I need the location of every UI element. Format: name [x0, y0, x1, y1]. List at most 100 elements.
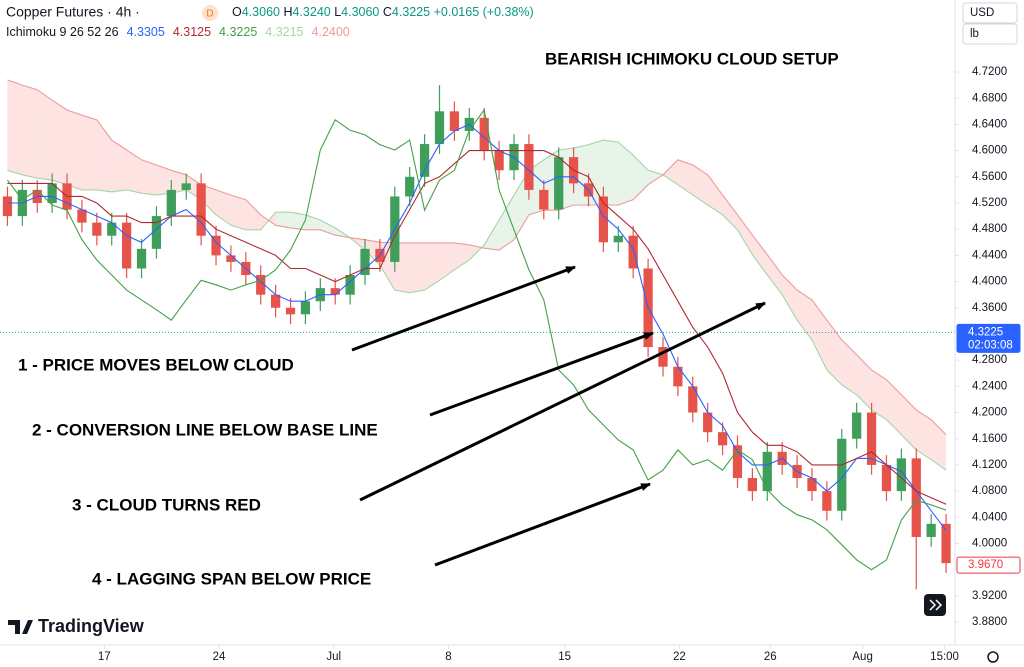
candle-body	[107, 222, 117, 236]
cloud-segment	[662, 159, 678, 185]
candle-body	[2, 196, 13, 217]
cloud-segment	[603, 140, 619, 205]
x-tick-label: 15	[558, 651, 571, 663]
y-tick-label: 4.7200	[972, 66, 1007, 78]
cloud-segment	[275, 212, 291, 228]
cloud-segment	[931, 419, 947, 471]
candle-body	[941, 523, 951, 564]
candle-body	[494, 150, 504, 171]
candle-body	[92, 222, 102, 236]
cloud-segment	[841, 339, 857, 395]
y-tick-label: 4.0800	[972, 485, 1007, 497]
candle-body	[688, 386, 698, 413]
cloud-segment	[111, 140, 127, 192]
cloud-segment	[871, 369, 887, 420]
currency[interactable]: USD	[970, 7, 994, 19]
cloud-segment	[409, 242, 425, 293]
cloud-segment	[811, 299, 827, 370]
candle-body	[881, 464, 892, 492]
span_b-line	[7, 79, 947, 436]
cloud-segment	[916, 409, 932, 460]
header: Copper Futures · 4h · D O4.3060 H4.3240 …	[6, 4, 534, 40]
cloud-segment	[126, 149, 142, 194]
cloud-segment	[618, 142, 634, 205]
y-tick-label: 4.6000	[972, 145, 1007, 157]
annotation: 3 - CLOUD TURNS RED	[72, 495, 261, 514]
candle-body	[360, 248, 370, 276]
y-tick-label: 4.2000	[972, 407, 1007, 419]
currency-button[interactable]	[962, 2, 1018, 24]
candle-body	[926, 523, 936, 537]
cloud-segment	[484, 220, 500, 251]
x-tick-label: 17	[98, 651, 111, 663]
ohlc-value: 4.3240	[292, 5, 330, 19]
arrow	[351, 265, 576, 352]
lagging-line	[6, 108, 947, 571]
candle-body	[151, 216, 162, 249]
y-tick-label: 4.6400	[972, 118, 1007, 130]
y-tick-label: 4.1600	[972, 433, 1007, 445]
settings-button[interactable]	[987, 651, 999, 663]
cloud-segment	[737, 214, 753, 255]
candle-body	[77, 209, 87, 223]
x-tick-label: 15:00	[930, 651, 959, 663]
y-tick-label: 3.9200	[972, 590, 1007, 602]
cloud-segment	[439, 242, 455, 281]
price-label-box	[956, 323, 1021, 353]
cloud-segment	[96, 119, 112, 192]
candle-body	[181, 183, 191, 190]
cloud-segment	[52, 100, 68, 185]
cloud-segment	[886, 379, 902, 435]
x-tick-label: 24	[213, 651, 226, 663]
unit[interactable]: lb	[970, 28, 979, 40]
candle-body	[524, 144, 534, 190]
cloud-segment	[320, 220, 336, 236]
cloud-segment	[499, 195, 515, 251]
cloud-segment	[230, 195, 246, 230]
candle-body	[658, 347, 668, 367]
cloud-segment	[677, 159, 693, 196]
cloud-segment	[7, 79, 23, 175]
badge: D	[206, 9, 213, 20]
candle-body	[479, 117, 489, 151]
legend-value: 4.3215	[265, 25, 303, 39]
x-tick-label: Aug	[852, 651, 872, 663]
y-tick-label: 3.8800	[972, 616, 1007, 628]
branding: TradingView	[8, 616, 145, 636]
y-tick-label: 4.2400	[972, 380, 1007, 392]
candle-body	[807, 478, 817, 492]
cloud-segment	[424, 242, 440, 291]
y-tick-label: 4.3600	[972, 302, 1007, 314]
ohlc-key: L	[334, 5, 341, 19]
x-tick-label: Jul	[326, 651, 341, 663]
candle-body	[747, 478, 757, 492]
candle-body	[405, 176, 415, 197]
legend-value: 4.3125	[173, 25, 211, 39]
cloud-segment	[67, 110, 82, 190]
price-label: 3.9670	[968, 559, 1003, 571]
cloud-segment	[901, 394, 917, 450]
ohlc-key: C	[383, 5, 392, 19]
cloud-segment	[633, 155, 649, 200]
price-label: 4.3225	[968, 326, 1003, 338]
ohlc-value: 4.3225	[392, 5, 430, 19]
candle-body	[419, 144, 430, 177]
candle-body	[345, 275, 355, 295]
ohlc-key: H	[283, 5, 292, 19]
cloud-segment	[692, 165, 708, 205]
candle-body	[628, 235, 638, 269]
cloud-segment	[22, 85, 38, 179]
cloud-segment	[37, 89, 53, 181]
cloud-segment	[722, 195, 738, 230]
base-line	[7, 150, 947, 505]
candle-body	[717, 432, 728, 446]
badge-bg	[202, 5, 218, 21]
candle-body	[226, 255, 236, 262]
unit-button[interactable]	[962, 23, 1018, 45]
cloud-segment	[767, 254, 783, 295]
cloud-segment	[454, 242, 470, 270]
cloud-segment	[156, 165, 172, 196]
chart-title: BEARISH ICHIMOKU CLOUD SETUP	[545, 49, 839, 68]
indicator-name: Ichimoku 9 26 52 26	[6, 25, 119, 39]
candle-body	[852, 412, 862, 439]
